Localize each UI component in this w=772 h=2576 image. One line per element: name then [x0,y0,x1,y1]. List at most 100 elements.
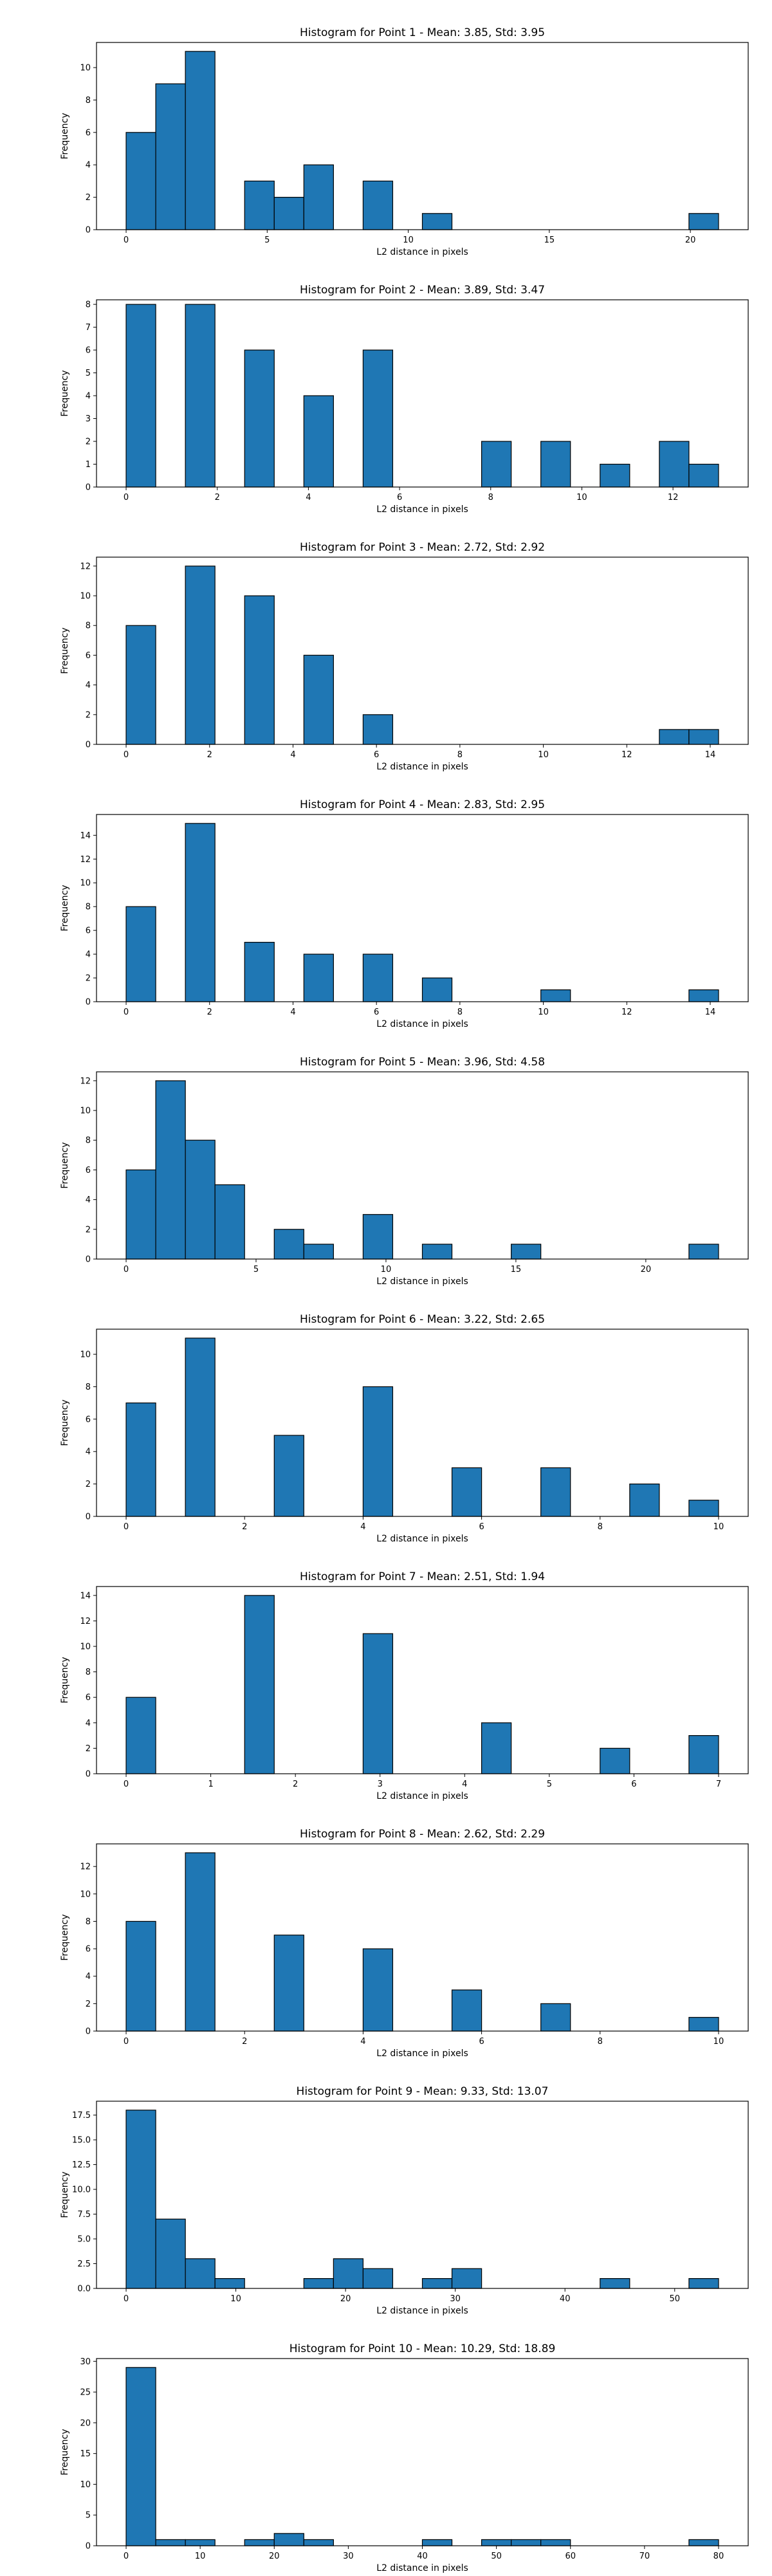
y-tick-label: 3 [86,414,91,424]
y-tick-label: 12 [80,562,91,571]
axes-frame [96,814,749,1002]
histogram-bar [273,1935,304,2032]
histogram-panel-2: Histogram for Point 2 - Mean: 3.89, Std:… [60,284,749,515]
y-tick-label: 2 [86,193,91,203]
y-tick-label: 5.0 [77,2235,91,2245]
histogram-bar [600,463,630,488]
histogram-bar [451,1989,482,2032]
x-tick-label: 10 [230,2294,241,2304]
y-tick-label: 12.5 [72,2160,91,2170]
x-tick-label: 2 [215,493,220,502]
x-tick-label: 20 [269,2552,280,2561]
x-tick-label: 0 [124,2552,129,2561]
axes-frame [96,1586,749,1774]
axes-frame [96,2101,749,2289]
x-tick-label: 2 [207,750,212,760]
x-tick-label: 8 [457,750,463,760]
histogram-bar [600,2278,630,2289]
y-tick-label: 12 [80,1617,91,1626]
histogram-bar [244,942,275,1002]
y-axis-label: Frequency [60,885,70,931]
x-tick-label: 6 [479,1522,484,1532]
histogram-bar [155,83,186,230]
histogram-bar [303,164,334,230]
histogram-bar [125,906,156,1002]
histogram-bar [185,1852,216,2032]
histogram-bar [273,1435,304,1517]
y-tick-label: 0 [86,1770,91,1780]
y-tick-label: 20 [80,2418,91,2428]
y-tick-label: 8 [86,903,91,912]
histogram-bar [421,977,453,1002]
chart-title: Histogram for Point 2 - Mean: 3.89, Std:… [300,284,545,297]
x-tick-label: 70 [639,2552,650,2561]
x-tick-label: 6 [631,1780,636,1789]
histogram-bar [688,1500,719,1517]
y-tick-label: 25 [80,2388,91,2398]
y-tick-label: 4 [86,392,91,401]
x-tick-label: 50 [669,2294,680,2304]
histogram-bar [362,714,394,745]
x-tick-label: 3 [378,1780,383,1789]
x-axis-label: L2 distance in pixels [376,1534,468,1544]
histogram-bar [185,2258,216,2289]
x-tick-label: 30 [343,2552,354,2561]
y-tick-label: 4 [86,681,91,690]
axes-frame [96,42,749,230]
y-tick-label: 8 [86,621,91,631]
y-tick-label: 2 [86,2000,91,2009]
x-axis-label: L2 distance in pixels [376,247,468,257]
y-axis-label: Frequency [60,2429,70,2475]
x-tick-label: 0 [124,493,129,502]
histogram-bar [303,1244,334,1260]
y-tick-label: 10 [80,592,91,602]
x-tick-label: 4 [306,493,311,502]
histogram-bar [362,2268,394,2289]
x-tick-label: 6 [397,493,402,502]
histogram-panel-5: Histogram for Point 5 - Mean: 3.96, Std:… [60,1056,749,1287]
chart-title: Histogram for Point 10 - Mean: 10.29, St… [290,2342,556,2355]
y-tick-label: 6 [86,346,91,356]
y-tick-label: 0 [86,226,91,235]
x-tick-label: 40 [417,2552,428,2561]
y-tick-label: 0 [86,483,91,493]
x-tick-label: 12 [621,1007,632,1017]
y-axis-label: Frequency [60,113,70,159]
x-tick-label: 10 [713,1522,724,1532]
histogram-bar [659,441,690,488]
y-tick-label: 6 [86,128,91,138]
x-tick-label: 14 [705,1007,716,1017]
y-tick-label: 2 [86,974,91,984]
y-tick-label: 10 [80,2480,91,2490]
x-tick-label: 12 [621,750,632,760]
y-tick-label: 4 [86,1448,91,1457]
axes-frame [96,557,749,745]
y-tick-label: 8 [86,1136,91,1146]
axes-frame [96,2358,749,2546]
y-tick-label: 4 [86,1195,91,1205]
y-tick-label: 6 [86,1945,91,1955]
x-tick-label: 0 [124,2294,129,2304]
histogram-bar [185,304,216,488]
x-tick-label: 4 [360,2037,365,2047]
histogram-bar [421,2539,453,2546]
x-tick-label: 4 [290,750,295,760]
y-tick-label: 8 [86,96,91,106]
histogram-bar [688,729,719,745]
y-tick-label: 4 [86,950,91,960]
histogram-bar [688,213,719,230]
histogram-bar [362,1948,394,2032]
x-tick-label: 4 [360,1522,365,1532]
histogram-bar [303,2539,334,2546]
histogram-bar [125,625,156,745]
y-tick-label: 4 [86,1972,91,1982]
x-tick-label: 5 [264,235,270,245]
y-tick-label: 10 [80,64,91,73]
axes-frame [96,299,749,488]
histogram-bar [185,2539,216,2546]
x-tick-label: 20 [685,235,696,245]
axes-frame [96,1843,749,2032]
y-tick-label: 2 [86,710,91,720]
x-tick-label: 2 [242,2037,247,2047]
x-axis-label: L2 distance in pixels [376,1276,468,1287]
